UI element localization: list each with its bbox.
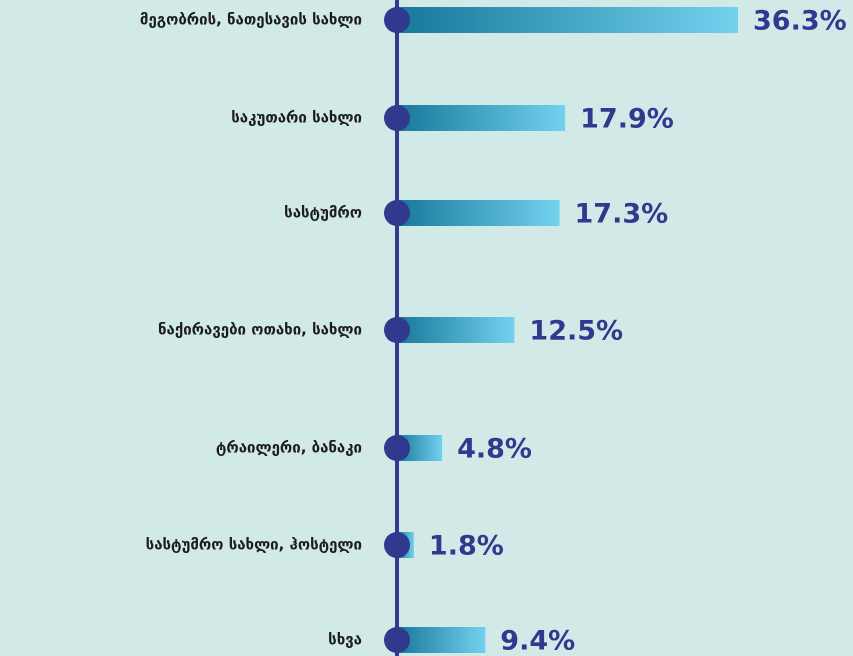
bar <box>397 105 566 131</box>
marker-dot <box>384 105 410 131</box>
bar <box>397 7 738 33</box>
marker-dot <box>384 435 410 461</box>
category-label: ნაქირავები ოთახი, სახლი <box>158 321 362 339</box>
category-label: საკუთარი სახლი <box>231 109 362 127</box>
marker-dot <box>384 7 410 33</box>
value-label: 12.5% <box>529 316 623 347</box>
bar <box>397 317 515 343</box>
category-label: სხვა <box>328 631 362 649</box>
value-label: 36.3% <box>753 6 847 37</box>
marker-dot <box>384 317 410 343</box>
category-label: ტრაილერი, ბანაკი <box>216 439 362 457</box>
category-label: მეგობრის, ნათესავის სახლი <box>140 11 362 29</box>
category-label: სასტუმრო <box>284 204 362 222</box>
marker-dot <box>384 200 410 226</box>
value-label: 9.4% <box>500 626 575 656</box>
marker-dot <box>384 627 410 653</box>
bar <box>397 200 560 226</box>
value-label: 4.8% <box>457 434 532 465</box>
value-label: 17.9% <box>580 104 674 135</box>
value-label: 17.3% <box>575 199 669 230</box>
bar <box>397 627 486 653</box>
marker-dot <box>384 532 410 558</box>
value-label: 1.8% <box>429 531 504 562</box>
category-label: სასტუმრო სახლი, ჰოსტელი <box>146 536 362 554</box>
